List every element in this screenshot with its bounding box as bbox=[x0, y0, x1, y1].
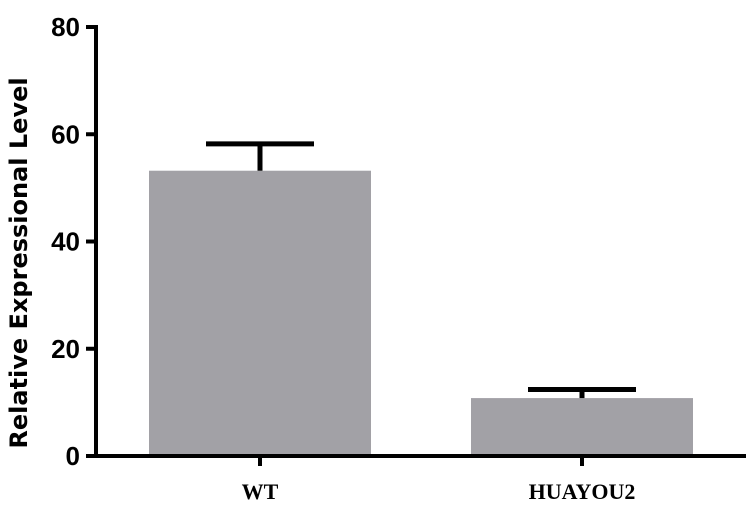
y-tick-label: 40 bbox=[51, 227, 80, 257]
y-tick-label: 20 bbox=[51, 334, 80, 364]
x-tick-label: HUAYOU2 bbox=[529, 479, 636, 504]
y-tick-label: 80 bbox=[51, 12, 80, 42]
y-axis-label: Relative Expressional Level bbox=[5, 77, 33, 448]
bar-huayou2 bbox=[471, 398, 693, 456]
bar-wt bbox=[149, 170, 371, 456]
plot-area: WT HUAYOU2 0 20 40 60 80 bbox=[51, 12, 746, 504]
y-tick-label: 60 bbox=[51, 119, 80, 149]
x-tick-label: WT bbox=[242, 479, 279, 504]
y-tick-label: 0 bbox=[66, 441, 80, 471]
